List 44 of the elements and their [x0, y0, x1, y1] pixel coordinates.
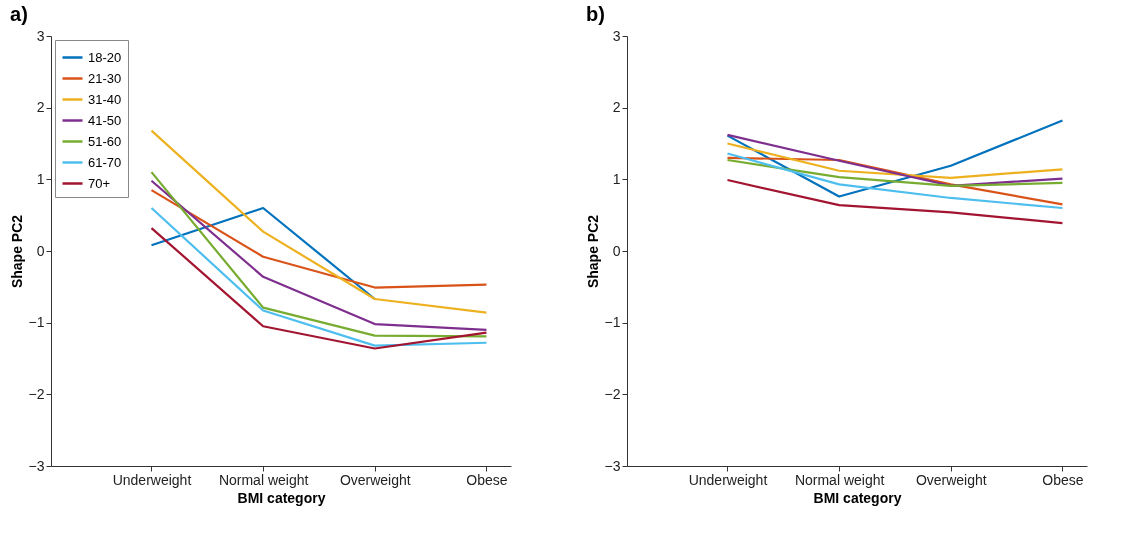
y-tick-label: 3 — [612, 27, 621, 44]
x-axis-title: BMI category — [813, 489, 902, 506]
x-axis-title: BMI category — [237, 489, 326, 506]
y-axis-title: Shape PC2 — [584, 214, 601, 289]
y-tick-label: 1 — [612, 170, 621, 187]
chart-title: a) — [10, 3, 28, 25]
x-tick-label: Underweight — [688, 471, 768, 488]
legend-label: 70+ — [88, 175, 111, 191]
legend-label: 51-60 — [88, 133, 122, 149]
y-tick-label: −2 — [604, 385, 621, 402]
legend-label: 31-40 — [88, 91, 122, 107]
y-tick-label: −3 — [604, 457, 621, 474]
x-tick-label: Overweight — [339, 471, 411, 488]
y-tick-label: 2 — [612, 99, 621, 116]
y-tick-label: 1 — [36, 170, 45, 187]
line-series — [726, 178, 1064, 225]
y-tick-label: 0 — [36, 242, 45, 259]
legend-label: 61-70 — [88, 154, 122, 170]
legend-label: 18-20 — [88, 49, 122, 65]
y-tick-label: 0 — [612, 242, 621, 259]
x-tick-label: Overweight — [915, 471, 987, 488]
line-series — [726, 142, 1064, 179]
line-series — [150, 129, 488, 314]
legend-label: 41-50 — [88, 112, 122, 128]
line-series — [150, 206, 488, 347]
x-tick-label: Normal weight — [794, 471, 885, 488]
x-tick-label: Normal weight — [218, 471, 309, 488]
line-series — [726, 119, 1064, 198]
y-tick-label: −3 — [28, 457, 45, 474]
line-series — [726, 158, 1064, 187]
y-tick-label: −2 — [28, 385, 45, 402]
chart-title: b) — [586, 3, 605, 25]
line-series — [726, 133, 1064, 187]
y-tick-label: −1 — [28, 314, 45, 331]
y-tick-label: 2 — [36, 99, 45, 116]
line-series — [150, 188, 488, 289]
x-tick-label: Obese — [466, 471, 508, 488]
y-axis-title: Shape PC2 — [8, 214, 25, 289]
x-tick-label: Underweight — [112, 471, 192, 488]
x-tick-label: Obese — [1042, 471, 1084, 488]
y-tick-label: 3 — [36, 27, 45, 44]
legend-label: 21-30 — [88, 70, 122, 86]
y-tick-label: −1 — [604, 314, 621, 331]
line-series — [150, 226, 488, 350]
